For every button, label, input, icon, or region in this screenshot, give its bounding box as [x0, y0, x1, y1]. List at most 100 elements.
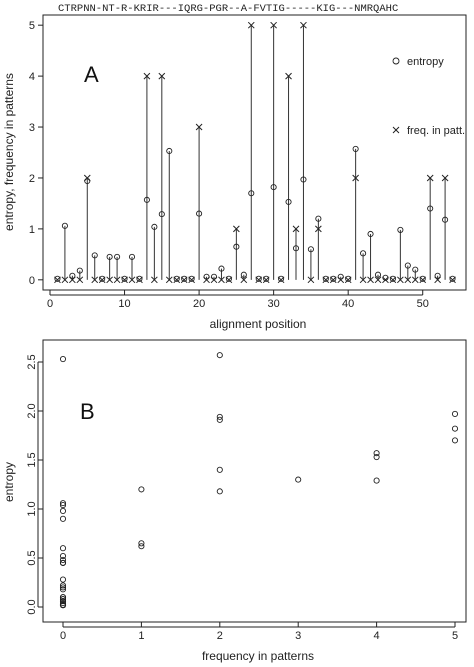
scatter-point [138, 543, 145, 550]
frequency-point-stroke [411, 276, 419, 284]
frequency-point [240, 276, 248, 284]
entropy-point [255, 275, 262, 282]
frequency-point-stroke [426, 174, 434, 182]
frequency-point-stroke [69, 276, 76, 284]
scatter-point [59, 596, 67, 603]
x-tick-label: 30 [268, 298, 280, 310]
entropy-point [248, 190, 255, 197]
points-layer-b [59, 352, 459, 609]
y-tick-label: 5 [29, 20, 35, 32]
frequency-point-stroke [210, 276, 218, 284]
sequence-header: CTRPNN-NT-R-KRIR---IQRG-PGR--A-FVTIG----… [58, 3, 398, 15]
entropy-point [315, 215, 322, 222]
entropy-point [434, 272, 441, 279]
entropy-point [233, 243, 240, 250]
entropy-point [352, 145, 359, 152]
entropy-point [188, 275, 195, 282]
frequency-point [411, 276, 419, 284]
frequency-point-stroke [151, 276, 158, 284]
frequency-point-stroke [91, 276, 99, 284]
frequency-point [344, 276, 352, 284]
frequency-point [337, 276, 345, 284]
y-tick-label: 2.0 [26, 403, 38, 418]
frequency-point [165, 276, 173, 284]
x-tick-label: 40 [342, 298, 354, 310]
frequency-point [76, 276, 84, 284]
frequency-point-stroke [195, 123, 203, 131]
entropy-point [151, 223, 158, 230]
frequency-point-stroke [441, 174, 449, 182]
scatter-point [216, 352, 223, 359]
entropy-point [196, 210, 203, 217]
frequency-point-stroke [113, 276, 121, 284]
frequency-point [270, 21, 277, 29]
frequency-point-stroke [106, 276, 113, 284]
entropy-point [240, 271, 247, 278]
frequency-point-stroke [180, 276, 188, 284]
frequency-point-stroke [367, 276, 374, 284]
frequency-point [315, 225, 322, 233]
y-tick-label: 0 [29, 275, 35, 287]
y-tick-label: 1.0 [26, 501, 38, 516]
frequency-point [389, 276, 397, 284]
scatter-point [138, 486, 145, 493]
frequency-point-stroke [98, 276, 106, 284]
scatter-point [59, 601, 67, 609]
frequency-point [277, 276, 285, 284]
panel-b: B 0 1 2 3 4 5 0.0 0.5 1.0 1.5 2.0 2.5 frequency in… [2, 339, 467, 663]
scatter-point [59, 556, 67, 564]
frequency-point [106, 276, 113, 284]
frequency-point-stroke [158, 72, 166, 80]
frequency-point [225, 276, 233, 284]
entropy-point [360, 250, 367, 257]
legend-entropy-label: entropy [407, 56, 444, 68]
scatter-point [138, 540, 145, 547]
scatter-point [59, 598, 67, 605]
legend-entropy-marker [392, 57, 400, 65]
scatter-point [59, 559, 67, 566]
frequency-point-stroke [121, 276, 128, 284]
scatter-point [59, 586, 67, 593]
entropy-point [263, 275, 270, 282]
scatter-point [59, 500, 67, 507]
legend-freq-marker [392, 126, 400, 134]
y-tick-label: 1.5 [26, 452, 38, 467]
entropy-point [166, 147, 173, 155]
scatter-point [373, 454, 380, 461]
scatter-point [373, 450, 380, 457]
frequency-point [180, 276, 188, 284]
entropy-point [225, 275, 232, 282]
frequency-point [255, 276, 263, 284]
frequency-point [367, 276, 374, 284]
frequency-point-stroke [240, 276, 248, 284]
frequency-point [449, 276, 456, 284]
scatter-point [59, 552, 67, 560]
frequency-point [397, 276, 404, 284]
y-tick-label: 2.5 [26, 354, 38, 369]
plot-frame-a [42, 14, 467, 291]
x-tick-label: 2 [217, 630, 223, 642]
entropy-point [121, 275, 128, 282]
entropy-point [54, 275, 61, 282]
frequency-point [426, 174, 434, 182]
panel-label-b: B [80, 399, 95, 424]
frequency-point [307, 276, 315, 284]
entropy-point [158, 211, 165, 218]
frequency-point [136, 276, 143, 284]
entropy-point [128, 253, 136, 260]
entropy-point [91, 252, 98, 259]
y-axis-a: 0 1 2 3 4 5 [29, 20, 43, 287]
frequency-point-stroke [300, 21, 307, 29]
entropy-point [449, 275, 456, 282]
scatter-point [59, 600, 67, 607]
entropy-point [278, 275, 285, 282]
entropy-point [173, 275, 180, 282]
panel-a: CTRPNN-NT-R-KRIR---IQRG-PGR--A-FVTIG----… [2, 3, 467, 331]
frequency-point-stroke [285, 72, 292, 80]
frequency-point-stroke [374, 276, 382, 284]
y-tick-label: 2 [29, 173, 35, 185]
frequency-point [441, 174, 449, 182]
frequency-point [218, 276, 225, 284]
frequency-point [195, 123, 203, 131]
scatter-point [59, 576, 67, 583]
